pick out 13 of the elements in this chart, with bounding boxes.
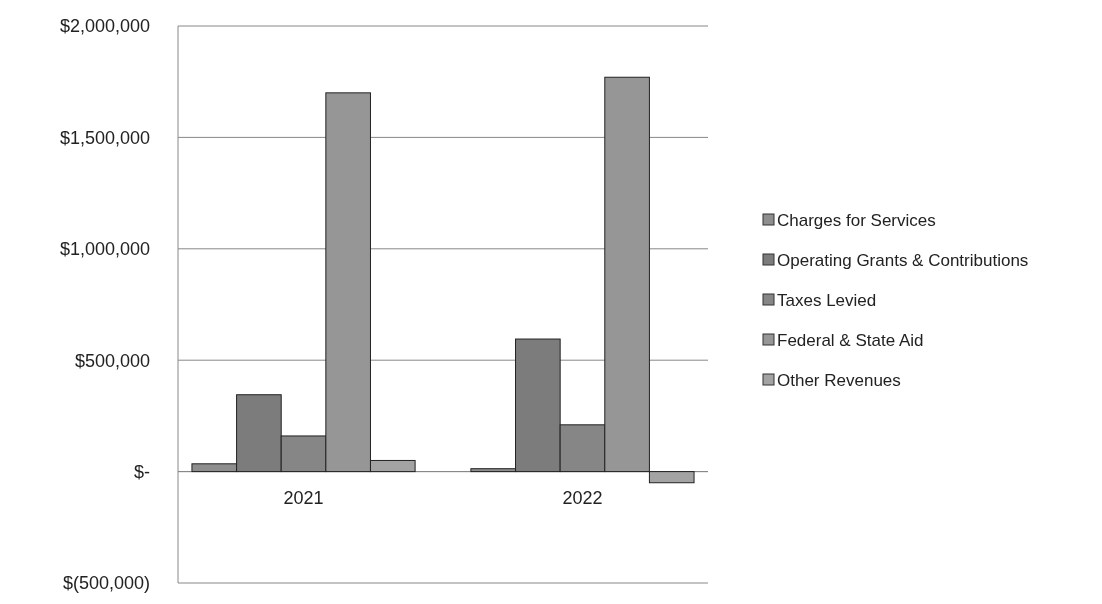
y-tick-label: $(500,000)	[62, 573, 150, 594]
y-tick-label: $2,000,000	[59, 16, 150, 37]
legend-label: Operating Grants & Contributions	[777, 250, 1029, 270]
legend-label: Taxes Levied	[777, 290, 877, 310]
y-tick-label: $1,000,000	[59, 239, 150, 260]
legend-label: Other Revenues	[777, 370, 901, 390]
y-tick-label: $-	[133, 461, 150, 482]
legend-label: Federal & State Aid	[777, 330, 924, 350]
x-tick-label: 2022	[562, 487, 603, 508]
y-tick-label: $500,000	[74, 350, 150, 371]
x-tick-label: 2021	[283, 487, 324, 508]
legend-label: Charges for Services	[777, 210, 936, 230]
y-tick-label: $1,500,000	[59, 127, 150, 148]
